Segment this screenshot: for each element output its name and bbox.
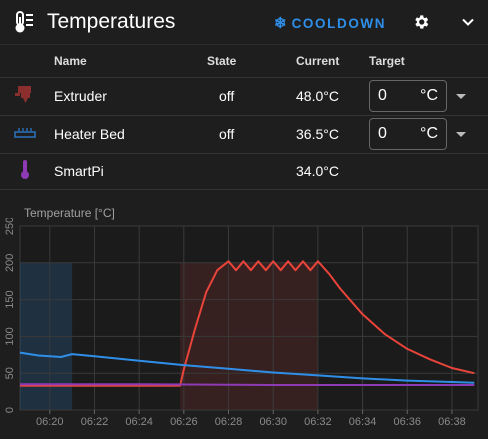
x-tick-label: 06:38 (438, 416, 466, 428)
cooldown-button[interactable]: ❄ COOLDOWN (274, 13, 386, 33)
gear-icon[interactable] (412, 13, 430, 31)
column-name: Name (54, 54, 87, 68)
heater-bed-icon (14, 128, 36, 138)
sensor-state: off (219, 88, 235, 104)
sensor-state: off (219, 126, 235, 142)
column-state: State (207, 54, 237, 68)
chevron-down-icon[interactable] (460, 14, 476, 30)
chart-y-axis-label: Temperature [°C] (24, 206, 115, 220)
cooldown-label: COOLDOWN (291, 15, 387, 31)
x-tick-label: 06:36 (393, 416, 421, 428)
x-tick-label: 06:24 (125, 416, 153, 428)
table-row-extruder: Extruder off 48.0°C 0 °C (0, 78, 488, 116)
extruder-preset-dropdown[interactable] (456, 94, 466, 99)
y-tick-label: 250 (4, 218, 16, 235)
sensor-current: 36.5°C (296, 126, 339, 142)
panel-title: Temperatures (47, 10, 176, 33)
target-value: 0 (378, 125, 387, 142)
heater-bed-preset-dropdown[interactable] (456, 132, 466, 137)
x-tick-label: 06:30 (259, 416, 287, 428)
sensor-current: 48.0°C (296, 88, 339, 104)
y-tick-label: 100 (4, 327, 16, 345)
extruder-target-input[interactable]: 0 °C (369, 80, 447, 112)
snowflake-icon: ❄ (274, 15, 287, 32)
y-tick-label: 0 (4, 407, 16, 413)
target-unit: °C (420, 125, 438, 142)
y-tick-label: 50 (4, 367, 16, 379)
target-value: 0 (378, 87, 387, 104)
sensor-current: 34.0°C (296, 163, 339, 179)
target-unit: °C (420, 87, 438, 104)
table-header: Name State Current Target (0, 44, 488, 78)
heater-bed-target-input[interactable]: 0 °C (369, 118, 447, 150)
sensor-name: SmartPi (54, 163, 104, 179)
y-tick-label: 150 (4, 290, 16, 308)
temperature-chart: 0 50 100 150 200 250 06:20 06:22 06:24 06:26 06:28… (4, 218, 479, 428)
y-tick-label: 200 (4, 254, 16, 272)
x-tick-label: 06:34 (349, 416, 377, 428)
series-line-1 (19, 351, 475, 384)
thermometer-icon (15, 11, 33, 33)
x-tick-label: 06:26 (170, 416, 198, 428)
panel-header: Temperatures ❄ COOLDOWN (0, 0, 488, 45)
table-row-smartpi: SmartPi 34.0°C (0, 154, 488, 190)
table-row-heater-bed: Heater Bed off 36.5°C 0 °C (0, 116, 488, 154)
sensor-name: Heater Bed (54, 126, 125, 142)
series-line-2 (20, 383, 475, 386)
extruder-icon (15, 86, 31, 103)
series-line-0 (20, 260, 475, 387)
column-current: Current (296, 54, 340, 68)
x-tick-label: 06:20 (36, 416, 64, 428)
x-tick-label: 06:28 (215, 416, 243, 428)
column-target: Target (369, 54, 405, 68)
sensor-name: Extruder (54, 88, 107, 104)
x-tick-label: 06:32 (304, 416, 332, 428)
thermometer-icon (21, 160, 29, 179)
x-tick-label: 06:22 (81, 416, 109, 428)
